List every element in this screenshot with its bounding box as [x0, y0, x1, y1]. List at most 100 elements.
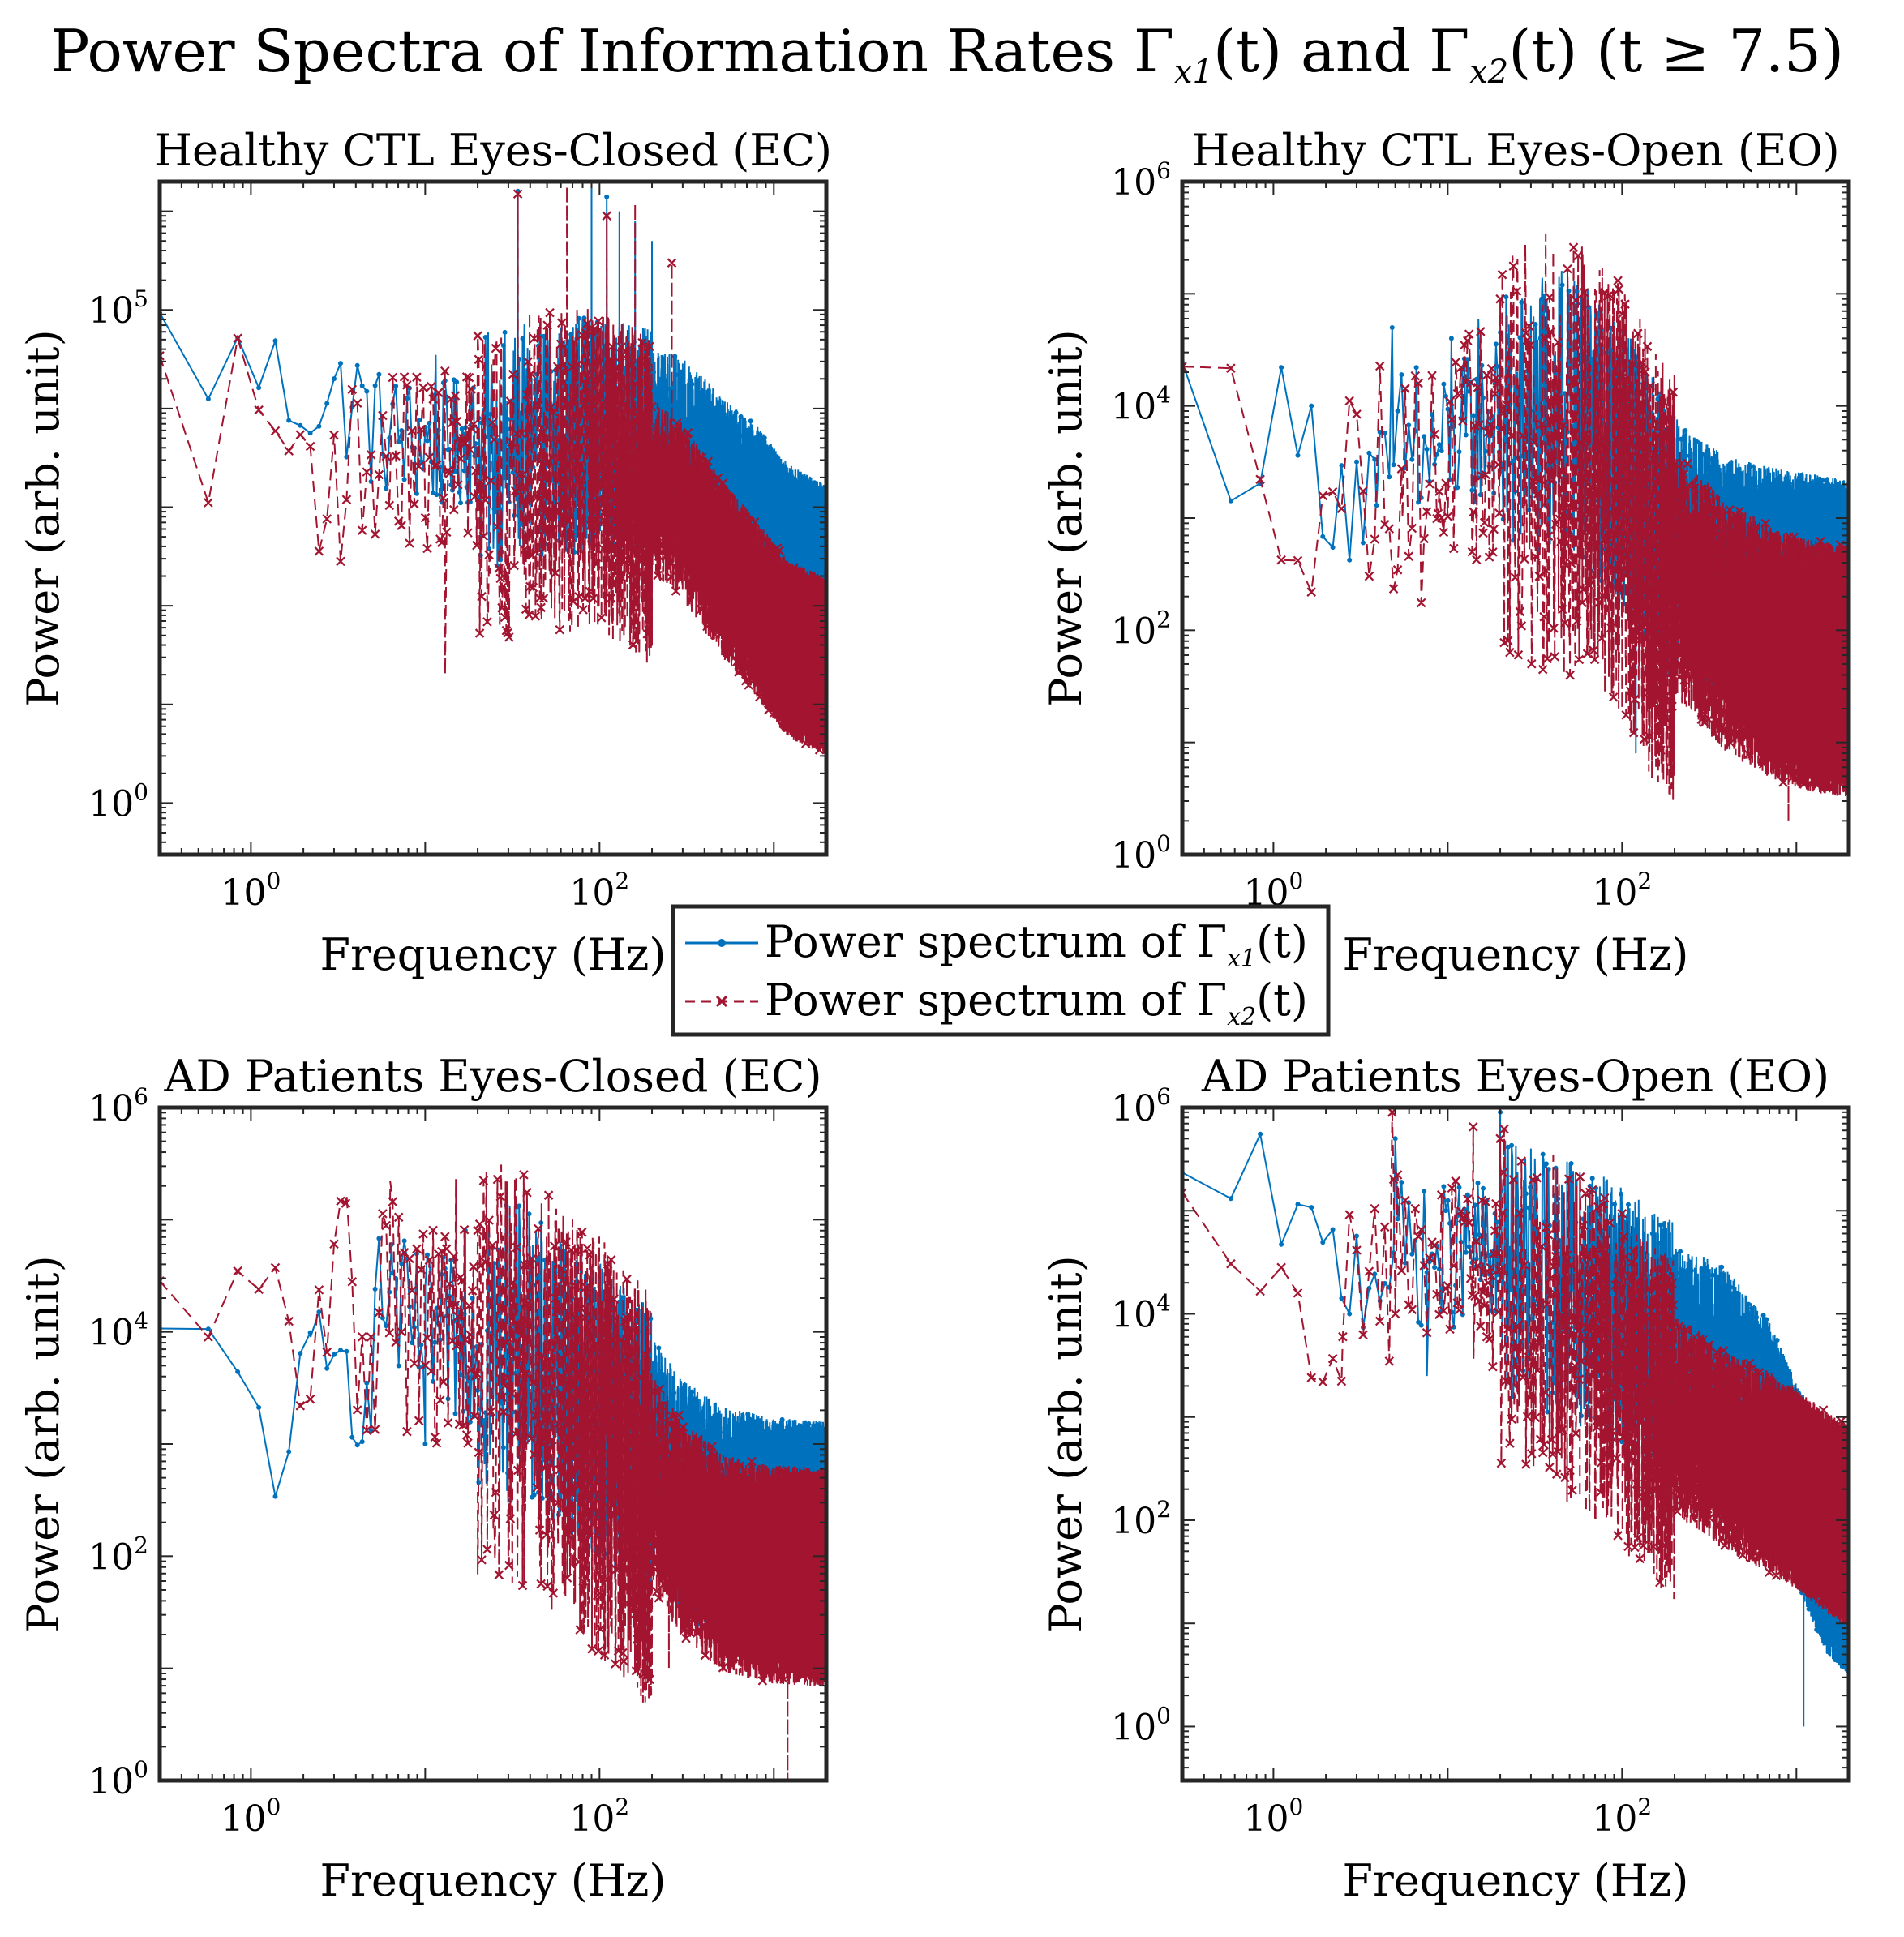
figure-title: Power Spectra of Information Rates Γx1(t… [50, 17, 1844, 91]
plot-content [160, 183, 826, 755]
y-tick-base: 10 [1111, 835, 1156, 876]
axes-frame [157, 179, 829, 857]
y-tick-base: 10 [1111, 1501, 1156, 1542]
tick-marks [1181, 1107, 1850, 1781]
plot-content [160, 1164, 826, 1781]
x-axis-label: Frequency (Hz) [320, 929, 667, 980]
legend-label-x2-sub: x2 [1227, 1003, 1256, 1031]
x-tick-base: 10 [1592, 1798, 1637, 1840]
y-tick-label: 100 [1111, 1702, 1171, 1748]
legend-label-x1-text: Power spectrum of Γ [765, 916, 1227, 967]
x-tick-exp: 0 [266, 1793, 281, 1820]
legend-marker-x2 [715, 995, 728, 1008]
x-tick-label: 102 [569, 1793, 629, 1840]
x-tick-exp: 0 [1289, 868, 1303, 894]
x-axis-label: Frequency (Hz) [320, 1855, 667, 1906]
plot-content [1182, 234, 1849, 846]
y-tick-exp: 0 [1156, 830, 1171, 857]
y-tick-exp: 4 [1156, 1289, 1171, 1316]
panel-title: Healthy CTL Eyes-Open (EO) [1191, 125, 1839, 176]
x-tick-label: 100 [221, 868, 281, 914]
x-tick-exp: 0 [1289, 1793, 1303, 1820]
y-tick-exp: 2 [1156, 606, 1171, 632]
series-markers-x2 [1182, 1108, 1849, 1600]
figure-title-part-2: (t) and Γ [1213, 17, 1469, 85]
marker-crosses-x2 [160, 189, 826, 755]
series-markers-x2 [160, 189, 826, 755]
y-axis-label: Power (arb. unit) [1040, 1255, 1091, 1632]
x-tick-exp: 2 [1637, 1793, 1652, 1820]
y-tick-label: 102 [1111, 1496, 1171, 1542]
marker-crosses-x2 [1182, 242, 1849, 789]
x-tick-label: 102 [1592, 868, 1652, 914]
y-tick-base: 10 [1111, 611, 1156, 652]
x-tick-base: 10 [1592, 872, 1637, 914]
y-tick-exp: 0 [1156, 1702, 1171, 1729]
y-tick-label: 102 [1111, 606, 1171, 652]
x-tick-base: 10 [569, 1798, 615, 1840]
y-tick-base: 10 [1111, 162, 1156, 204]
x-tick-exp: 0 [266, 868, 281, 894]
y-tick-base: 10 [1111, 1088, 1156, 1129]
series-markers-x2 [1182, 242, 1849, 789]
y-tick-label: 104 [1111, 1289, 1171, 1335]
y-tick-exp: 6 [134, 1083, 148, 1110]
y-tick-label: 104 [1111, 382, 1171, 428]
x-tick-exp: 2 [615, 868, 629, 894]
y-tick-exp: 5 [134, 285, 148, 312]
figure-title-sub-1: x1 [1174, 54, 1213, 91]
figure-title-part-3: (t) (t ≥ 7.5) [1508, 17, 1844, 85]
y-tick-label: 100 [88, 778, 148, 825]
y-tick-label: 100 [88, 1756, 148, 1802]
legend-label-x1-sub: x1 [1227, 945, 1256, 973]
panel-title: AD Patients Eyes-Closed (EC) [163, 1051, 821, 1102]
y-tick-exp: 4 [134, 1308, 148, 1335]
x-axis-label: Frequency (Hz) [1343, 929, 1689, 980]
x-tick-label: 102 [569, 868, 629, 914]
y-tick-base: 10 [88, 783, 134, 825]
x-tick-base: 10 [569, 872, 615, 914]
marker-crosses-x2 [1182, 1108, 1849, 1600]
y-tick-label: 105 [88, 285, 148, 332]
axes-frame [1180, 1105, 1851, 1783]
x-tick-label: 100 [221, 1793, 281, 1840]
x-tick-exp: 2 [615, 1793, 629, 1820]
y-tick-label: 106 [88, 1083, 148, 1129]
panel-title: Healthy CTL Eyes-Closed (EC) [154, 125, 832, 176]
y-axis-label: Power (arb. unit) [18, 1255, 69, 1632]
series-line-x2 [1182, 1112, 1849, 1626]
marker-dots-x1 [1182, 1109, 1849, 1673]
x-tick-base: 10 [221, 872, 266, 914]
legend-label-x2-text: Power spectrum of Γ [765, 975, 1227, 1026]
tick-marks [1181, 181, 1850, 855]
y-tick-exp: 6 [1156, 157, 1171, 184]
y-tick-base: 10 [1111, 1294, 1156, 1335]
y-axis-label: Power (arb. unit) [18, 329, 69, 706]
x-axis-label: Frequency (Hz) [1343, 1855, 1689, 1906]
y-tick-exp: 2 [134, 1532, 148, 1558]
y-tick-label: 104 [88, 1308, 148, 1354]
legend-label-x2: Power spectrum of Γx2(t) [765, 975, 1308, 1031]
y-tick-exp: 0 [134, 778, 148, 805]
y-tick-exp: 2 [1156, 1496, 1171, 1523]
marker-crosses-x2 [160, 1170, 826, 1686]
x-tick-label: 100 [1243, 1793, 1303, 1840]
y-tick-label: 102 [88, 1532, 148, 1578]
y-tick-base: 10 [88, 1088, 134, 1129]
x-tick-base: 10 [221, 1798, 266, 1840]
y-tick-base: 10 [88, 1536, 134, 1578]
legend-box: Power spectrum of Γx1(t) Power spectrum … [671, 904, 1331, 1037]
y-tick-exp: 6 [1156, 1083, 1171, 1110]
y-tick-label: 106 [1111, 1083, 1171, 1129]
y-tick-base: 10 [88, 1761, 134, 1802]
legend-frame [671, 904, 1331, 1037]
legend-marker-x1 [718, 939, 726, 947]
y-tick-label: 100 [1111, 830, 1171, 876]
y-tick-base: 10 [1111, 1707, 1156, 1748]
y-tick-exp: 4 [1156, 382, 1171, 409]
legend-label-x1: Power spectrum of Γx1(t) [765, 916, 1308, 973]
